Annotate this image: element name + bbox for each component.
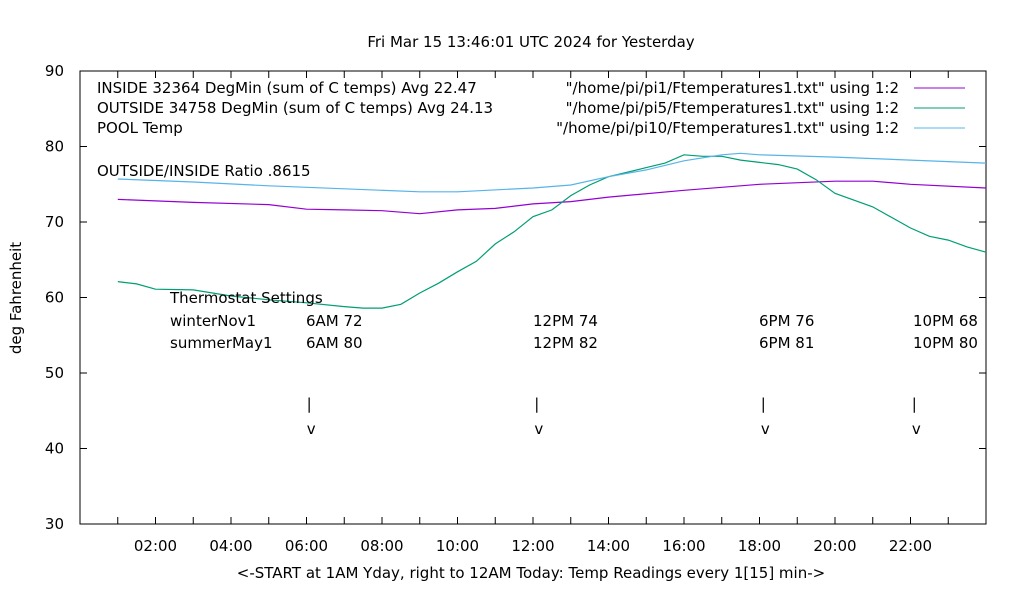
thermostat-value: 6AM 72 — [306, 312, 363, 330]
legend-entry-label: "/home/pi/pi5/Ftemperatures1.txt" using … — [566, 99, 899, 117]
x-tick-label: 12:00 — [511, 537, 554, 555]
thermostat-value: 12PM 82 — [533, 334, 598, 352]
arrow-head: v — [534, 420, 543, 438]
thermostat-row-label: summerMay1 — [170, 334, 273, 352]
x-tick-label: 16:00 — [662, 537, 705, 555]
x-axis-label: <-START at 1AM Yday, right to 12AM Today… — [237, 564, 825, 582]
x-tick-label: 18:00 — [738, 537, 781, 555]
arrow-head: v — [761, 420, 770, 438]
legend-left-text: OUTSIDE 34758 DegMin (sum of C temps) Av… — [97, 99, 493, 117]
y-tick-label: 80 — [45, 138, 64, 156]
axes: 30 40 50 60 70 80 90 02:00 04:00 06:00 08:00 10:00 1… — [45, 62, 986, 555]
arrow-stem: | — [761, 395, 766, 413]
x-tick-label: 04:00 — [209, 537, 252, 555]
arrow-stem: | — [912, 395, 917, 413]
chart-title: Fri Mar 15 13:46:01 UTC 2024 for Yesterd… — [367, 33, 694, 51]
ratio-annotation: OUTSIDE/INSIDE Ratio .8615 — [97, 162, 311, 180]
x-tick-label: 20:00 — [813, 537, 856, 555]
x-tick-label: 14:00 — [587, 537, 630, 555]
x-tick-label: 06:00 — [285, 537, 328, 555]
thermostat-value: 10PM 68 — [913, 312, 978, 330]
thermostat-value: 6AM 80 — [306, 334, 363, 352]
thermostat-value: 10PM 80 — [913, 334, 978, 352]
series-line-0 — [117, 180, 987, 215]
arrow-head: v — [307, 420, 316, 438]
x-tick-label: 08:00 — [360, 537, 403, 555]
y-axis-label: deg Fahrenheit — [7, 242, 25, 354]
arrow-head: v — [912, 420, 921, 438]
y-tick-label: 50 — [45, 364, 64, 382]
thermostat-value: 6PM 76 — [759, 312, 814, 330]
thermostat-title: Thermostat Settings — [169, 289, 323, 307]
x-tick-label: 10:00 — [436, 537, 479, 555]
series-line-1 — [117, 154, 987, 309]
legend-left-text: INSIDE 32364 DegMin (sum of C temps) Avg… — [97, 79, 477, 97]
y-tick-label: 30 — [45, 515, 64, 533]
series-line-2 — [117, 152, 987, 193]
y-tick-label: 40 — [45, 440, 64, 458]
thermostat-value: 6PM 81 — [759, 334, 814, 352]
annotations: OUTSIDE/INSIDE Ratio .8615 Thermostat Set… — [97, 162, 978, 438]
thermostat-row-label: winterNov1 — [170, 312, 256, 330]
arrow-stem: | — [307, 395, 312, 413]
y-tick-label: 60 — [45, 289, 64, 307]
arrow-stem: | — [534, 395, 539, 413]
x-tick-label: 02:00 — [134, 537, 177, 555]
legend-entry-label: "/home/pi/pi10/Ftemperatures1.txt" using… — [556, 119, 899, 137]
thermostat-value: 12PM 74 — [533, 312, 598, 330]
legend: INSIDE 32364 DegMin (sum of C temps) Avg… — [97, 79, 965, 137]
legend-entry-label: "/home/pi/pi1/Ftemperatures1.txt" using … — [566, 79, 899, 97]
legend-left-text: POOL Temp — [97, 119, 183, 137]
y-tick-label: 90 — [45, 62, 64, 80]
series-group — [117, 152, 987, 309]
y-tick-label: 70 — [45, 213, 64, 231]
x-tick-label: 22:00 — [889, 537, 932, 555]
